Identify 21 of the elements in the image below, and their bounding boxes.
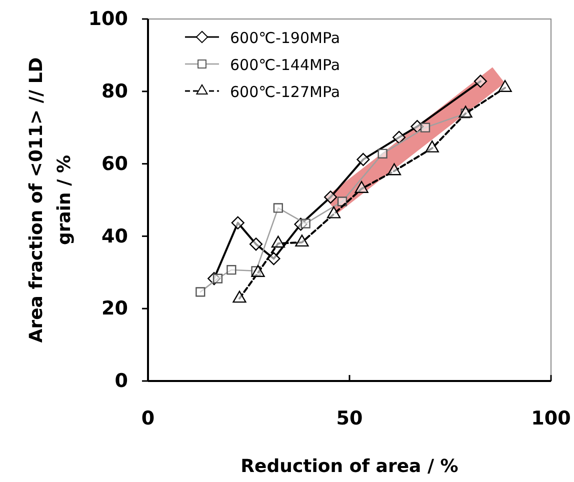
point [356,152,370,166]
y-tick-label: 60 [102,152,128,175]
y-tick-label: 0 [114,370,128,392]
y-tick-label: 100 [88,8,128,30]
x-tick-label: 50 [336,407,363,430]
point [249,238,263,251]
y-tick-label: 80 [102,80,128,102]
legend-label: 600℃-144MPa [230,56,340,74]
x-axis-title: Reduction of area / % [240,456,458,477]
x-tick-label: 0 [141,407,155,430]
legend-label: 600℃-127MPa [230,83,340,101]
point [231,216,244,230]
legend-label: 600℃-190MPa [230,29,340,47]
x-tick-label: 100 [531,407,571,430]
y-tick-label: 40 [102,225,128,248]
y-tick-label: 20 [102,298,128,320]
point [474,74,488,88]
y-axis-title: Area fraction of <011> // LD grain / % [26,57,75,343]
point [392,130,406,144]
point [324,190,338,204]
point [267,252,280,266]
